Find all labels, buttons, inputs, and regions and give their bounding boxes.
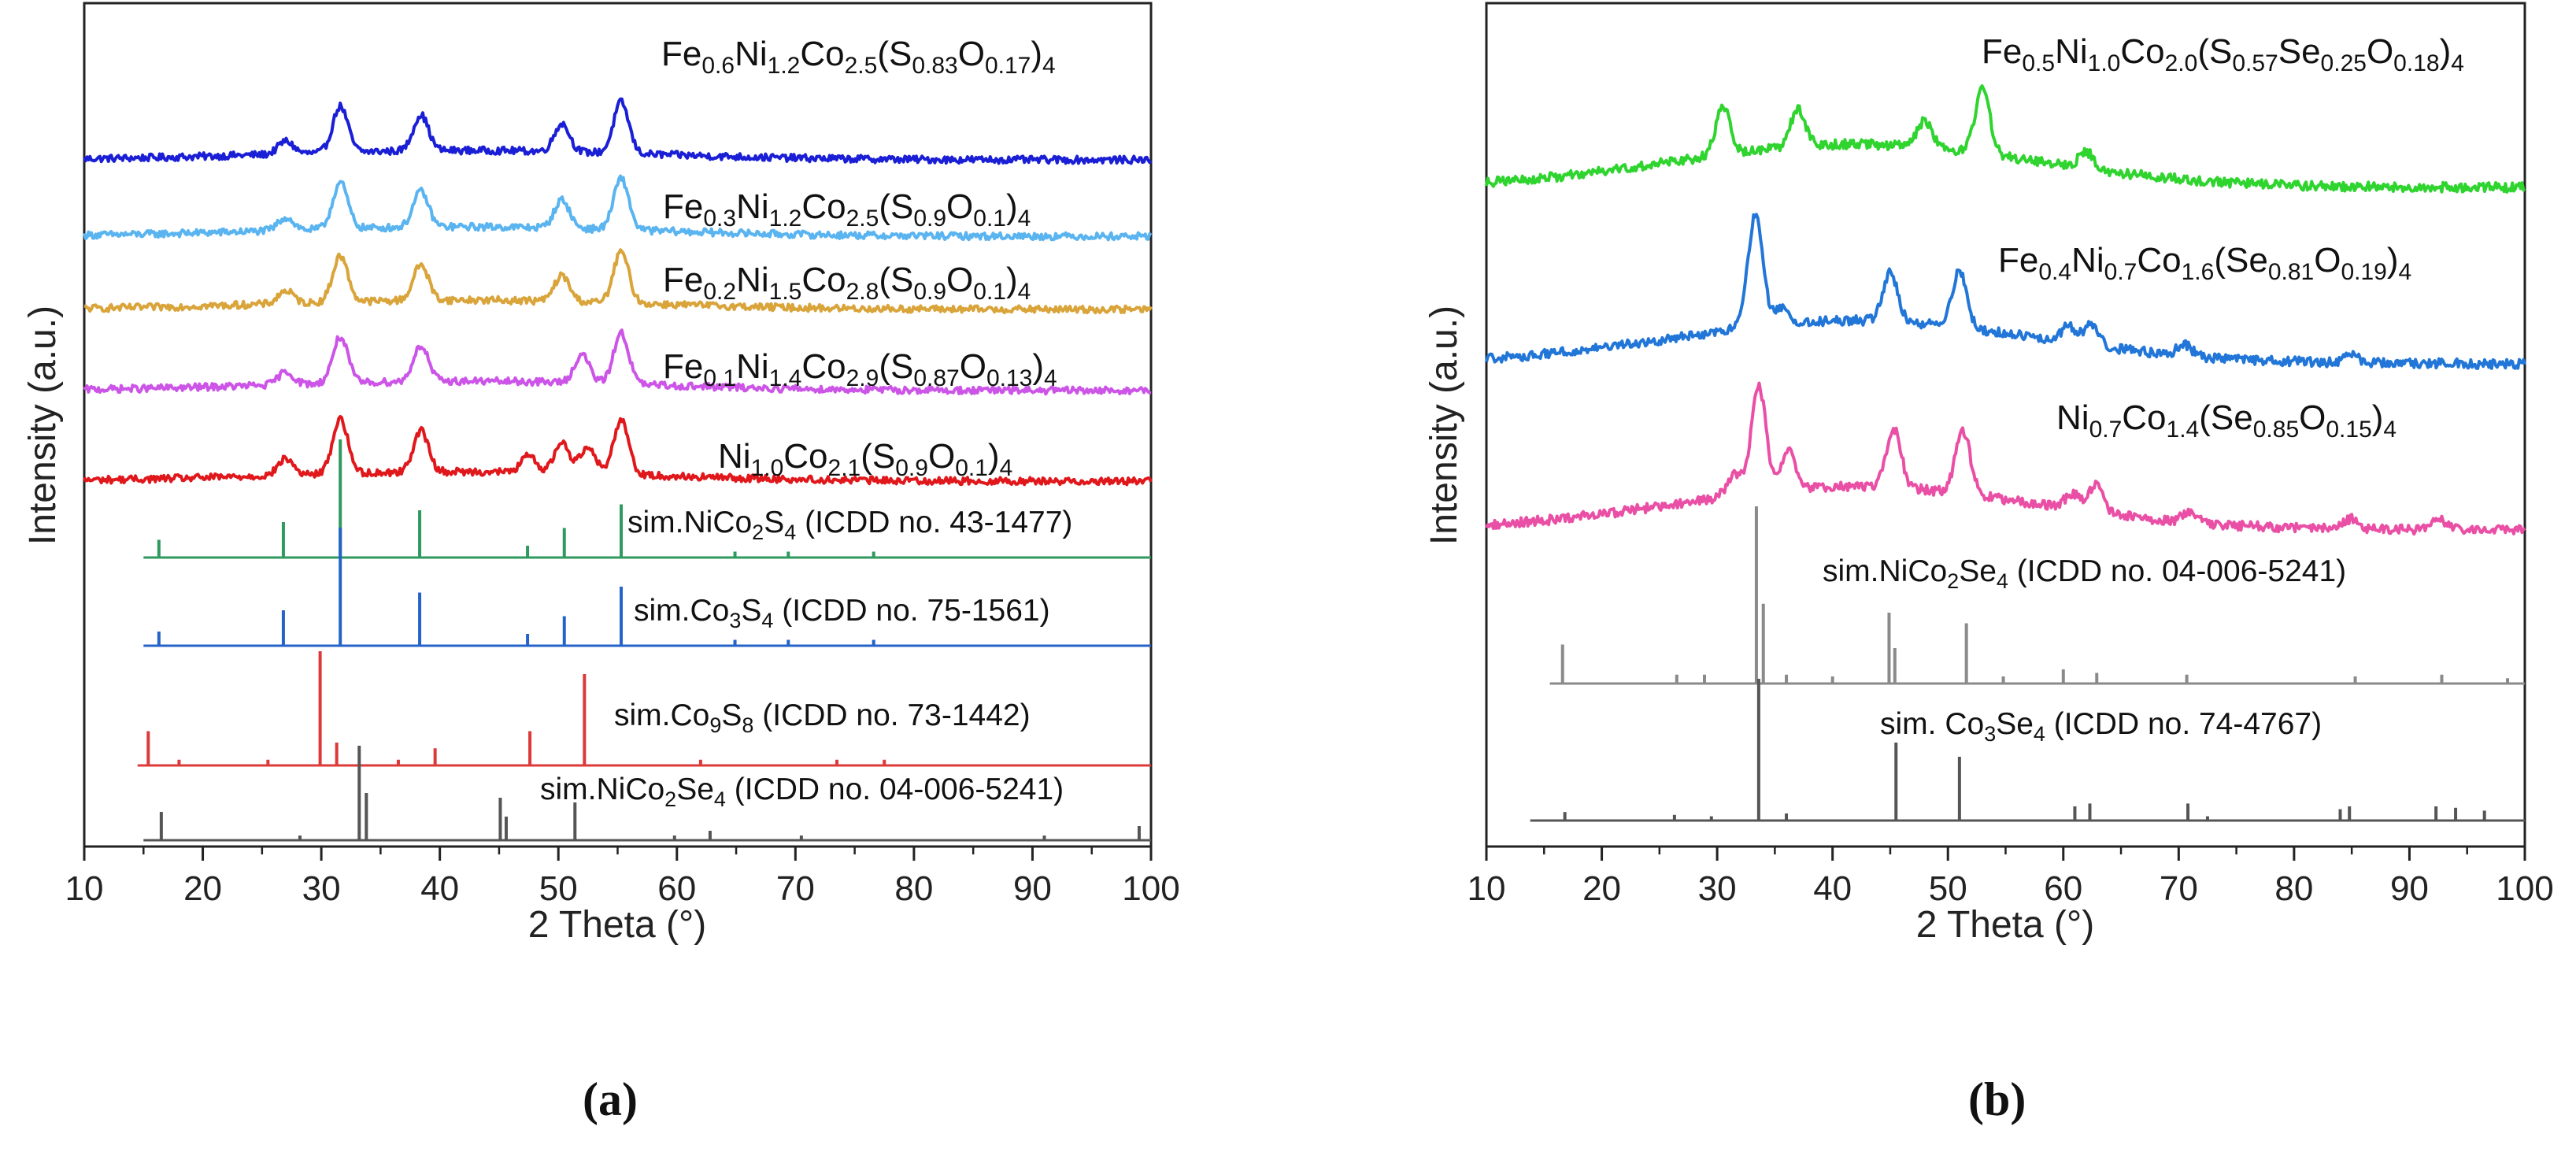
reference-label-b-0: sim.NiCo2Se4 (ICDD no. 04-006-5241) bbox=[1823, 554, 2346, 593]
x-tick-label-b-10: 10 bbox=[1468, 869, 1506, 908]
trace-a-0 bbox=[83, 97, 1153, 165]
x-tick-label-a-80: 80 bbox=[894, 869, 933, 908]
series-label-a-4: Ni1.0Co2.1(S0.9O0.1)4 bbox=[718, 437, 1012, 481]
x-tick-label-b-70: 70 bbox=[2160, 869, 2198, 908]
trace-b-0 bbox=[1485, 84, 2526, 194]
series-labels-b: Fe0.5Ni1.0Co2.0(S0.57Se0.25O0.18)4 Fe0.4N… bbox=[1823, 32, 2464, 746]
reference-label-b-1: sim. Co3Se4 (ICDD no. 74-4767) bbox=[1880, 707, 2322, 746]
trace-a-1 bbox=[83, 174, 1153, 242]
reference-label-a-0: sim.NiCo2S4 (ICDD no. 43-1477) bbox=[627, 506, 1072, 544]
references-b bbox=[1530, 506, 2525, 822]
x-tick-label-b-60: 60 bbox=[2044, 869, 2082, 908]
trace-a-3 bbox=[83, 328, 1152, 396]
traces-b bbox=[1485, 84, 2526, 536]
reference-label-a-2: sim.Co9S8 (ICDD no. 73-1442) bbox=[614, 698, 1031, 737]
series-label-a-2: Fe0.2Ni1.5Co2.8(S0.9O0.1)4 bbox=[663, 261, 1031, 305]
trace-a-2 bbox=[83, 248, 1153, 315]
y-axis-title-b: Intensity (a.u.) bbox=[1423, 306, 1465, 545]
trace-b-1 bbox=[1485, 213, 2526, 370]
x-tick-label-b-40: 40 bbox=[1813, 869, 1852, 908]
x-axis-title-a: 2 Theta (°) bbox=[528, 904, 706, 946]
trace-a-4 bbox=[83, 415, 1153, 487]
x-tick-label-a-50: 50 bbox=[539, 869, 578, 908]
panel-a-caption: (a) bbox=[583, 1073, 638, 1125]
series-label-b-0: Fe0.5Ni1.0Co2.0(S0.57Se0.25O0.18)4 bbox=[1982, 32, 2464, 76]
traces-a bbox=[83, 97, 1153, 487]
x-tick-label-b-90: 90 bbox=[2390, 869, 2429, 908]
x-tick-label-a-40: 40 bbox=[420, 869, 459, 908]
x-tick-label-a-70: 70 bbox=[776, 869, 815, 908]
x-axis-b: 10 20 30 40 50 60 70 80 90 100 bbox=[1468, 847, 2554, 908]
panel-b-caption: (b) bbox=[1968, 1073, 2026, 1125]
panel-a-chart: 10 20 30 40 50 60 70 80 90 100 Fe0.6Ni1.2Co2.5(S0… bbox=[22, 2, 1180, 946]
series-label-a-0: Fe0.6Ni1.2Co2.5(S0.83O0.17)4 bbox=[661, 35, 1056, 79]
series-label-a-1: Fe0.3Ni1.2Co2.5(S0.9O0.1)4 bbox=[663, 187, 1031, 232]
trace-b-2 bbox=[1485, 381, 2526, 536]
references-a bbox=[137, 439, 1151, 842]
series-labels-a: Fe0.6Ni1.2Co2.5(S0.83O0.17)4 Fe0.3Ni1.2Co… bbox=[540, 35, 1072, 811]
x-tick-label-b-50: 50 bbox=[1929, 869, 1967, 908]
x-axis-title-b: 2 Theta (°) bbox=[1916, 904, 2094, 946]
panel-b-chart: 10 20 30 40 50 60 70 80 90 100 Fe0.5Ni1.0Co2.0(S0… bbox=[1423, 2, 2554, 946]
x-tick-label-a-30: 30 bbox=[302, 869, 341, 908]
series-label-b-2: Ni0.7Co1.4(Se0.85O0.15)4 bbox=[2056, 398, 2396, 443]
reference-label-a-3: sim.NiCo2Se4 (ICDD no. 04-006-5241) bbox=[540, 773, 1064, 811]
series-label-b-1: Fe0.4Ni0.7Co1.6(Se0.81O0.19)4 bbox=[1998, 241, 2411, 285]
x-tick-label-b-80: 80 bbox=[2274, 869, 2313, 908]
x-tick-label-b-30: 30 bbox=[1698, 869, 1737, 908]
x-tick-label-b-20: 20 bbox=[1582, 869, 1621, 908]
x-tick-label-a-100: 100 bbox=[1122, 869, 1179, 908]
x-tick-label-b-100: 100 bbox=[2496, 869, 2553, 908]
x-axis-a: 10 20 30 40 50 60 70 80 90 100 bbox=[65, 847, 1180, 908]
y-axis-title-a: Intensity (a.u.) bbox=[22, 306, 64, 545]
series-label-a-3: Fe0.1Ni1.4Co2.9(S0.87O0.13)4 bbox=[663, 347, 1057, 391]
x-tick-label-a-10: 10 bbox=[65, 869, 104, 908]
x-tick-label-a-60: 60 bbox=[657, 869, 696, 908]
reference-label-a-1: sim.Co3S4 (ICDD no. 75-1561) bbox=[634, 594, 1050, 632]
x-tick-label-a-20: 20 bbox=[183, 869, 222, 908]
x-tick-label-a-90: 90 bbox=[1013, 869, 1052, 908]
